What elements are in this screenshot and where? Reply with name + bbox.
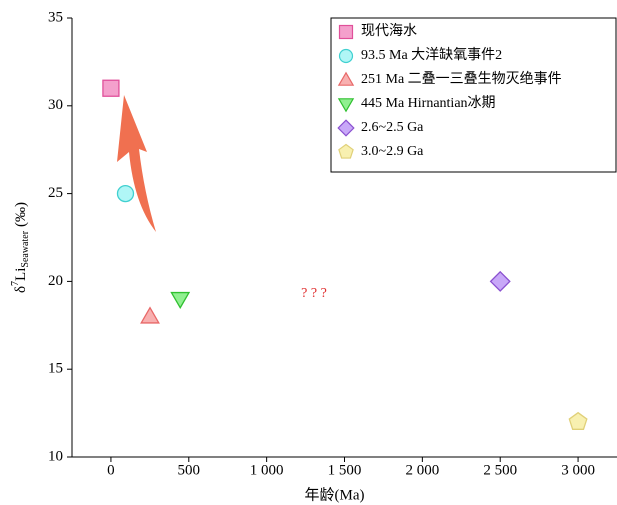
page: {"chart_data": {"type": "scatter", "x_la… bbox=[0, 0, 617, 505]
chart: 0 500 1 000 1 500 2 000 2 500 3 000 10 15 20 25 30 3… bbox=[0, 0, 617, 505]
y-tick-label: 10 bbox=[48, 448, 63, 464]
data-point bbox=[141, 308, 159, 323]
y-label-prefix: δ bbox=[13, 286, 29, 293]
marker bbox=[340, 50, 353, 63]
legend-label: 3.0~2.9 Ga bbox=[361, 144, 424, 159]
data-point bbox=[491, 272, 510, 291]
data-point bbox=[171, 293, 189, 308]
legend-label: 2.6~2.5 Ga bbox=[361, 120, 424, 135]
y-tick-label: 15 bbox=[48, 361, 63, 377]
annotation: ? ? ? bbox=[301, 286, 327, 301]
legend-label: 445 Ma Hirnantian冰期 bbox=[361, 95, 496, 111]
x-axis-label: 年龄(Ma) bbox=[305, 486, 365, 503]
y-axis-label: δ7LiSeawater(‰) bbox=[10, 202, 31, 293]
y-tick-label: 35 bbox=[48, 9, 63, 25]
y-tick-label: 20 bbox=[48, 273, 63, 289]
marker bbox=[340, 26, 353, 39]
y-tick-label: 25 bbox=[48, 185, 63, 201]
trend-arrow bbox=[117, 95, 156, 232]
x-tick-label: 1 500 bbox=[328, 462, 362, 478]
x-tick-label: 1 000 bbox=[250, 462, 284, 478]
legend-label: 251 Ma 二叠一三叠生物灭绝事件 bbox=[361, 71, 562, 87]
y-label-unit: (‰) bbox=[13, 202, 29, 227]
data-point bbox=[569, 413, 586, 430]
data-point bbox=[103, 80, 119, 96]
x-tick-label: 3 000 bbox=[561, 462, 595, 478]
x-tick-label: 2 000 bbox=[405, 462, 439, 478]
legend-label: 93.5 Ma 大洋缺氧事件2 bbox=[361, 47, 502, 63]
legend-label: 现代海水 bbox=[361, 23, 417, 39]
y-label-main: Li bbox=[13, 268, 29, 281]
y-label-sub: Seawater bbox=[20, 230, 31, 267]
data-point bbox=[117, 186, 133, 202]
x-tick-label: 2 500 bbox=[483, 462, 517, 478]
x-tick-label: 0 bbox=[107, 462, 115, 478]
x-tick-label: 500 bbox=[178, 462, 201, 478]
y-tick-label: 30 bbox=[48, 97, 63, 113]
